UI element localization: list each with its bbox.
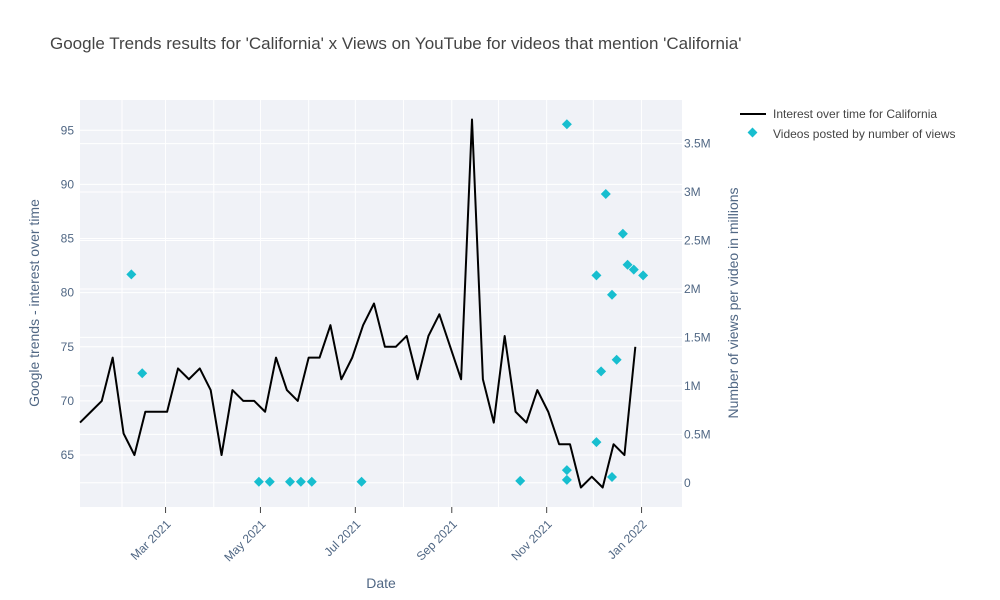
x-axis-title: Date bbox=[366, 575, 396, 591]
y-tick-label: 75 bbox=[61, 340, 75, 354]
y2-axis-title: Number of views per video in millions bbox=[725, 187, 741, 418]
video-marker bbox=[264, 476, 275, 487]
legend-item-line[interactable]: Interest over time for California bbox=[740, 107, 937, 121]
plot-area bbox=[80, 100, 682, 507]
legend-label-markers: Videos posted by number of views bbox=[773, 127, 956, 141]
video-marker bbox=[628, 264, 639, 275]
series-line-interest bbox=[79, 118, 637, 489]
y-tick-label: 65 bbox=[61, 448, 75, 462]
video-marker bbox=[561, 119, 572, 130]
y2-tick-label: 2.5M bbox=[684, 234, 711, 248]
legend-label-line: Interest over time for California bbox=[773, 107, 937, 121]
y2-tick-label: 3.5M bbox=[684, 137, 711, 151]
video-marker bbox=[638, 270, 649, 281]
video-marker bbox=[591, 270, 602, 281]
video-marker bbox=[607, 289, 617, 300]
video-marker bbox=[306, 476, 317, 487]
y2-tick-label: 3M bbox=[684, 185, 701, 199]
y-tick-label: 95 bbox=[61, 123, 75, 137]
x-tick-label: May 2021 bbox=[221, 517, 268, 564]
video-marker bbox=[617, 228, 628, 239]
video-marker bbox=[295, 476, 306, 487]
video-marker bbox=[596, 366, 607, 377]
chart-title: Google Trends results for 'California' x… bbox=[50, 34, 742, 53]
legend[interactable]: Interest over time for California Videos… bbox=[740, 107, 956, 141]
x-tick-label: Mar 2021 bbox=[128, 517, 174, 563]
video-marker bbox=[137, 368, 148, 379]
y2-tick-label: 1M bbox=[684, 379, 701, 393]
video-marker bbox=[126, 269, 137, 280]
video-marker bbox=[611, 354, 622, 365]
y2-tick-label: 2M bbox=[684, 282, 701, 296]
legend-item-markers[interactable]: Videos posted by number of views bbox=[747, 127, 956, 141]
video-marker bbox=[561, 465, 572, 476]
video-marker bbox=[622, 259, 633, 270]
x-tick-label: Sep 2021 bbox=[414, 517, 460, 563]
y-tick-label: 70 bbox=[61, 394, 75, 408]
video-marker bbox=[561, 474, 572, 485]
video-marker bbox=[285, 476, 295, 487]
legend-diamond-swatch bbox=[747, 127, 758, 138]
video-marker bbox=[600, 188, 611, 199]
y-tick-label: 80 bbox=[61, 286, 75, 300]
video-marker bbox=[607, 471, 617, 482]
series-layer bbox=[79, 118, 649, 489]
y-tick-label: 85 bbox=[61, 232, 75, 246]
y-tick-label: 90 bbox=[61, 177, 75, 191]
video-marker bbox=[356, 476, 367, 487]
video-marker bbox=[515, 475, 526, 486]
x-tick-label: Jan 2022 bbox=[605, 517, 650, 562]
y2-tick-label: 0.5M bbox=[684, 427, 711, 441]
grid-lines bbox=[80, 100, 682, 507]
y2-tick-label: 0 bbox=[684, 476, 691, 490]
x-tick-label: Nov 2021 bbox=[509, 517, 555, 563]
y-axis-title: Google trends - interest over time bbox=[26, 199, 42, 407]
video-marker bbox=[591, 437, 602, 448]
video-marker bbox=[253, 476, 264, 487]
x-tick-label: Jul 2021 bbox=[321, 517, 363, 559]
y2-tick-label: 1.5M bbox=[684, 330, 711, 344]
